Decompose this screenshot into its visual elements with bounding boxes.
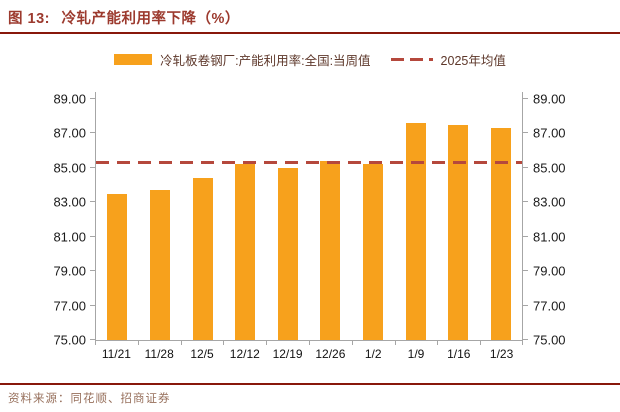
y-tick-label: 85.00 bbox=[53, 160, 86, 176]
y-tick-label: 89.00 bbox=[533, 91, 566, 107]
y-tick-label: 77.00 bbox=[53, 298, 86, 314]
bar-12/5 bbox=[192, 178, 213, 340]
y-tick-label: 89.00 bbox=[53, 91, 86, 107]
y-tick-mark bbox=[90, 201, 95, 203]
y-tick-label: 79.00 bbox=[533, 263, 566, 279]
y-tick-mark bbox=[523, 166, 528, 168]
x-tick-label: 11/28 bbox=[144, 347, 174, 361]
legend-entry-line: 2025年均值 bbox=[390, 50, 506, 69]
x-tick-label: 1/16 bbox=[447, 347, 471, 361]
footer-rule bbox=[0, 383, 620, 385]
x-tick-mark bbox=[95, 341, 96, 345]
bar-series-swatch bbox=[114, 53, 153, 65]
y-tick-label: 75.00 bbox=[53, 332, 86, 348]
bar-series-label: 冷轧板卷钢厂:产能利用率:全国:当周值 bbox=[160, 53, 371, 68]
y-tick-label: 81.00 bbox=[53, 229, 86, 245]
title-underline bbox=[0, 32, 620, 34]
bar-1/16 bbox=[448, 124, 469, 340]
legend-entry-bar: 冷轧板卷钢厂:产能利用率:全国:当周值 bbox=[114, 50, 371, 69]
bar-1/23 bbox=[490, 128, 511, 340]
y-tick-mark bbox=[90, 166, 95, 168]
y-tick-mark bbox=[90, 98, 95, 99]
dashed-line-swatch bbox=[390, 57, 433, 61]
y-tick-label: 87.00 bbox=[533, 125, 566, 141]
x-axis: 11/21 11/28 12/5 12/12 12/19 12/26 1/2 1/9 1/16 1… bbox=[95, 341, 523, 365]
y-tick-mark bbox=[523, 270, 528, 272]
bar-12/12 bbox=[235, 164, 256, 340]
y-axis-right: 75.00 77.00 79.00 81.00 83.00 85.00 87.00 89.00 bbox=[523, 91, 620, 347]
y-tick-label: 75.00 bbox=[533, 332, 566, 348]
y-tick-mark bbox=[523, 304, 528, 306]
x-tick-label: 12/26 bbox=[315, 347, 346, 361]
x-tick-mark bbox=[351, 341, 353, 345]
x-tick-label: 12/19 bbox=[272, 347, 303, 361]
bar-12/19 bbox=[277, 167, 298, 340]
x-tick-label: 1/9 bbox=[407, 347, 425, 361]
y-tick-label: 79.00 bbox=[53, 263, 86, 279]
x-tick-mark bbox=[266, 341, 268, 345]
y-tick-label: 83.00 bbox=[53, 194, 86, 210]
bar-11/21 bbox=[107, 193, 128, 340]
bar-1/2 bbox=[362, 164, 383, 340]
x-tick-label: 12/5 bbox=[190, 347, 214, 361]
y-tick-label: 87.00 bbox=[53, 125, 86, 141]
x-tick-mark bbox=[437, 341, 439, 345]
figure-title-text: 冷轧产能利用率下降（%） bbox=[61, 11, 240, 27]
y-tick-mark bbox=[90, 235, 95, 237]
x-tick-label: 1/23 bbox=[489, 347, 514, 361]
x-tick-label: 12/12 bbox=[229, 347, 260, 361]
x-tick-mark bbox=[522, 341, 523, 345]
y-tick-mark bbox=[90, 132, 95, 134]
x-tick-mark bbox=[223, 341, 225, 345]
dash-segment bbox=[409, 57, 423, 61]
x-tick-mark bbox=[180, 341, 182, 345]
x-tick-mark bbox=[137, 341, 139, 345]
y-tick-mark bbox=[90, 339, 95, 340]
x-tick-label: 11/21 bbox=[101, 347, 131, 361]
dash-dot bbox=[428, 57, 433, 61]
source-note: 资料来源：同花顺、招商证券 bbox=[8, 393, 171, 405]
bar-1/9 bbox=[405, 123, 426, 340]
figure-header: 图 13: 冷轧产能利用率下降（%） bbox=[0, 0, 620, 28]
bar-12/26 bbox=[320, 160, 341, 340]
y-tick-mark bbox=[523, 235, 528, 237]
x-tick-mark bbox=[309, 341, 310, 345]
x-tick-mark bbox=[480, 341, 482, 345]
y-tick-mark bbox=[523, 132, 528, 134]
x-tick-label: 1/2 bbox=[364, 347, 382, 361]
y-tick-mark bbox=[523, 98, 528, 99]
y-tick-label: 81.00 bbox=[533, 229, 566, 245]
dash-segment bbox=[390, 57, 404, 61]
y-tick-mark bbox=[90, 270, 95, 272]
y-tick-label: 83.00 bbox=[533, 194, 566, 210]
y-tick-mark bbox=[523, 339, 528, 340]
average-line bbox=[96, 161, 522, 165]
bar-11/28 bbox=[149, 190, 170, 340]
y-tick-mark bbox=[90, 304, 95, 306]
figure-label: 图 13: bbox=[8, 11, 50, 27]
y-axis-left: 75.00 77.00 79.00 81.00 83.00 85.00 87.00 89.00 bbox=[0, 91, 95, 347]
avg-line-label: 2025年均值 bbox=[440, 53, 506, 68]
legend: 冷轧板卷钢厂:产能利用率:全国:当周值 2025年均值 bbox=[0, 50, 620, 69]
y-tick-label: 85.00 bbox=[533, 160, 566, 176]
y-tick-label: 77.00 bbox=[533, 298, 566, 314]
figure-title: 图 13: 冷轧产能利用率下降（%） bbox=[8, 7, 612, 28]
plot-area bbox=[95, 92, 523, 341]
x-tick-mark bbox=[394, 341, 396, 345]
chart-region: 75.00 77.00 79.00 81.00 83.00 85.00 87.00 89.00… bbox=[0, 92, 620, 365]
y-tick-mark bbox=[523, 201, 528, 203]
